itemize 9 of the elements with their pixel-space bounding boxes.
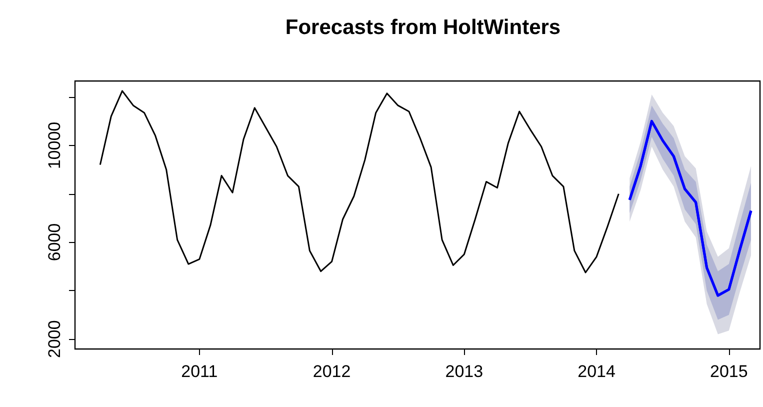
x-tick-label: 2011 (181, 362, 218, 381)
x-tick-label: 2013 (445, 362, 484, 381)
y-tick-label: 6000 (45, 223, 64, 262)
y-tick-label: 10000 (45, 122, 64, 170)
chart-title: Forecasts from HoltWinters (285, 16, 561, 39)
x-tick-label: 2012 (312, 362, 351, 381)
y-tick-label: 2000 (45, 320, 64, 358)
x-tick-label: 2015 (710, 362, 748, 381)
x-tick-label: 2014 (578, 362, 616, 381)
